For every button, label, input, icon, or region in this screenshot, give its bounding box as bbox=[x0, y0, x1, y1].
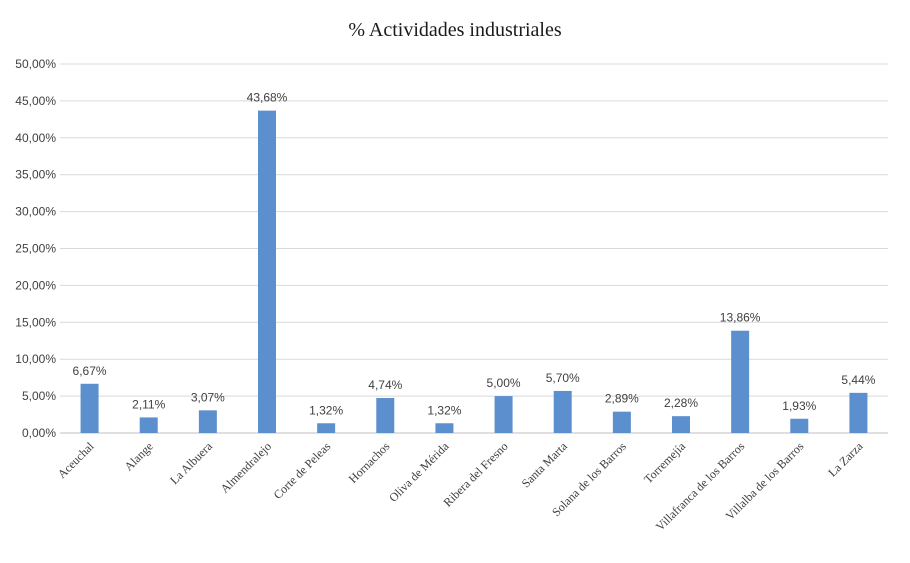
x-tick-label: Alange bbox=[121, 439, 155, 473]
y-tick-label: 45,00% bbox=[15, 94, 56, 108]
data-label: 3,07% bbox=[191, 390, 225, 404]
bar bbox=[553, 390, 572, 433]
x-tick-label: Torremejía bbox=[641, 439, 688, 486]
bar bbox=[849, 392, 868, 433]
x-tick-label: Ribera del Fresno bbox=[440, 439, 510, 509]
x-tick-label: La Zarza bbox=[825, 439, 866, 480]
data-label: 2,89% bbox=[605, 392, 639, 406]
bars bbox=[80, 110, 868, 433]
x-tick-label: La Albuera bbox=[167, 439, 215, 487]
bar bbox=[198, 410, 217, 433]
data-label: 2,28% bbox=[664, 396, 698, 410]
data-label: 2,11% bbox=[132, 397, 165, 411]
x-tick-label: Corte de Peleas bbox=[271, 439, 334, 502]
y-tick-label: 50,00% bbox=[15, 57, 56, 71]
x-tick-label: Oliva de Mérida bbox=[386, 439, 452, 505]
y-tick-label: 5,00% bbox=[22, 389, 56, 403]
bar bbox=[672, 416, 690, 433]
data-label: 13,86% bbox=[720, 311, 761, 325]
x-tick-label: Almendralejo bbox=[218, 439, 275, 496]
data-labels: 6,67% 2,11% 3,07% 43,68% 1,32% 4,74% 1,32% 5,00… bbox=[73, 91, 876, 418]
data-label: 5,00% bbox=[487, 376, 521, 390]
data-label: 5,44% bbox=[841, 373, 875, 387]
y-tick-label: 35,00% bbox=[15, 168, 56, 182]
y-tick-label: 20,00% bbox=[15, 278, 56, 292]
bar bbox=[80, 383, 99, 433]
x-axis-ticks: Aceuchal Alange La Albuera AlmendralejoCort… bbox=[55, 439, 866, 534]
y-tick-label: 30,00% bbox=[15, 205, 56, 219]
bar bbox=[731, 330, 750, 433]
gridlines bbox=[60, 63, 888, 434]
data-label: 43,68% bbox=[247, 91, 288, 105]
data-label: 6,67% bbox=[73, 364, 107, 378]
y-tick-label: 0,00% bbox=[22, 426, 56, 440]
x-tick-label: Aceuchal bbox=[55, 439, 97, 481]
y-tick-label: 25,00% bbox=[15, 242, 56, 256]
data-label: 1,32% bbox=[309, 403, 343, 417]
data-label: 4,74% bbox=[368, 378, 402, 392]
bar bbox=[258, 110, 276, 433]
y-tick-label: 15,00% bbox=[15, 315, 56, 329]
data-label: 1,93% bbox=[782, 399, 816, 413]
bar bbox=[435, 423, 454, 433]
y-tick-label: 40,00% bbox=[15, 131, 56, 145]
y-axis-ticks: 0,00% 5,00% 10,00% 15,00% 20,00% 25,00% 30,00%… bbox=[15, 57, 56, 440]
bar bbox=[317, 423, 336, 433]
bar bbox=[139, 417, 158, 433]
bar bbox=[494, 396, 513, 433]
bar bbox=[612, 411, 631, 433]
chart-title: % Actividades industriales bbox=[348, 19, 562, 41]
x-tick-label: Hornachos bbox=[346, 439, 393, 486]
bar bbox=[790, 418, 809, 433]
data-label: 5,70% bbox=[546, 371, 580, 385]
y-tick-label: 10,00% bbox=[15, 352, 56, 366]
bar bbox=[376, 398, 395, 433]
data-label: 1,32% bbox=[427, 403, 461, 417]
x-tick-label: Santa Marta bbox=[519, 439, 571, 491]
